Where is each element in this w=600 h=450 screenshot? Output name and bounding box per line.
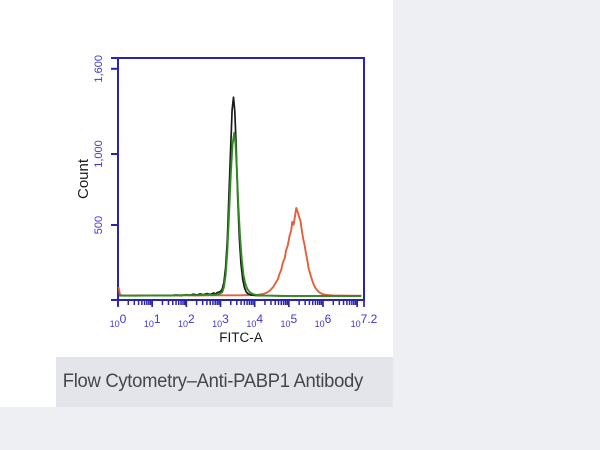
page-margin-right [393, 0, 600, 450]
x-tick-label: 105 [280, 312, 297, 329]
caption-band: Flow Cytometry–Anti-PABP1 Antibody [56, 357, 393, 407]
y-tick-label: 500 [93, 216, 105, 234]
x-tick-label: 106 [315, 312, 332, 329]
histogram-curve-black [118, 96, 362, 297]
y-tick-label: 1,600 [93, 55, 105, 83]
x-axis-title: FITC-A [219, 330, 263, 345]
histogram-curve-green [118, 131, 362, 297]
y-tick-label: 1,000 [93, 140, 105, 168]
page-margin-bottom [0, 407, 600, 450]
x-tick-label: 103 [212, 312, 229, 329]
x-tick-label: 104 [246, 312, 263, 329]
x-tick-label: 107.2 [351, 312, 378, 329]
figure-caption: Flow Cytometry–Anti-PABP1 Antibody [62, 371, 363, 392]
x-tick-label: 101 [144, 312, 161, 329]
y-axis-title: Count [75, 158, 92, 199]
flow-cytometry-figure: 500 1,000 1,600 Count 100 101 102 103 104 105 106 1… [56, 0, 393, 357]
x-tick-label: 102 [178, 312, 195, 329]
x-tick-label: 100 [110, 312, 127, 329]
flow-histogram-svg: 500 1,000 1,600 Count 100 101 102 103 104 105 106 1… [75, 55, 378, 345]
